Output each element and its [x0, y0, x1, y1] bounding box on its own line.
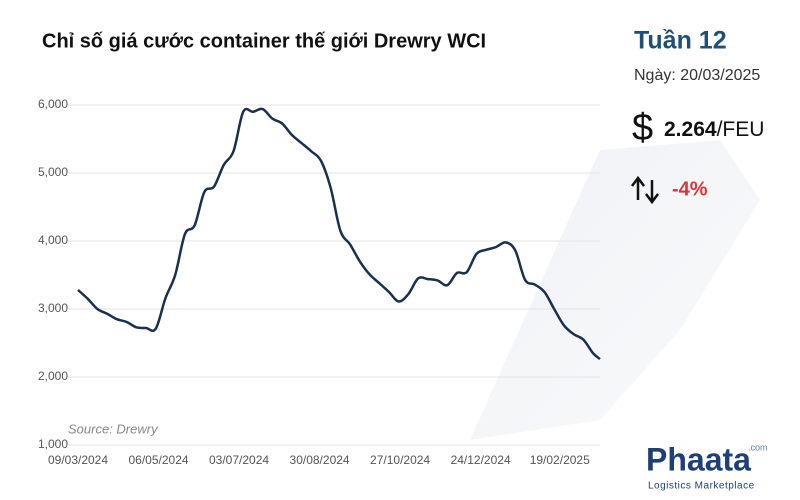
x-tick-label: 27/10/2024	[370, 453, 430, 467]
x-tick-label: 03/07/2024	[209, 453, 269, 467]
x-tick-label: 06/05/2024	[128, 453, 188, 467]
x-tick-label: 09/03/2024	[48, 453, 108, 467]
y-tick-label: 6,000	[38, 97, 68, 111]
date: Ngày: 20/03/2025	[634, 67, 760, 84]
logo-domain: .com	[748, 442, 768, 452]
y-tick-label: 2,000	[38, 369, 68, 383]
y-tick-label: 5,000	[38, 165, 68, 179]
x-tick-label: 30/08/2024	[290, 453, 350, 467]
y-tick-label: 1,000	[38, 437, 68, 451]
chart-title: Chỉ số giá cước container thế giới Drewr…	[42, 30, 486, 52]
y-tick-label: 4,000	[38, 233, 68, 247]
unit: /FEU	[717, 118, 765, 141]
line	[77, 107, 601, 361]
currency: $	[632, 107, 653, 149]
week: Tuần 12	[634, 27, 727, 55]
logo-tagline: Logistics Marketplace	[648, 481, 755, 492]
price: 2.264	[664, 118, 717, 141]
logo-name: Phaata	[646, 441, 751, 477]
change: -4%	[672, 178, 708, 200]
source: Source: Drewry	[68, 421, 159, 436]
change-icon	[631, 175, 659, 205]
x-tick-label: 19/02/2025	[530, 453, 590, 467]
price-line: 2.264/FEU	[664, 118, 764, 141]
background-ship	[470, 140, 760, 440]
y-tick-label: 3,000	[38, 301, 68, 315]
x-tick-label: 24/12/2024	[451, 453, 511, 467]
